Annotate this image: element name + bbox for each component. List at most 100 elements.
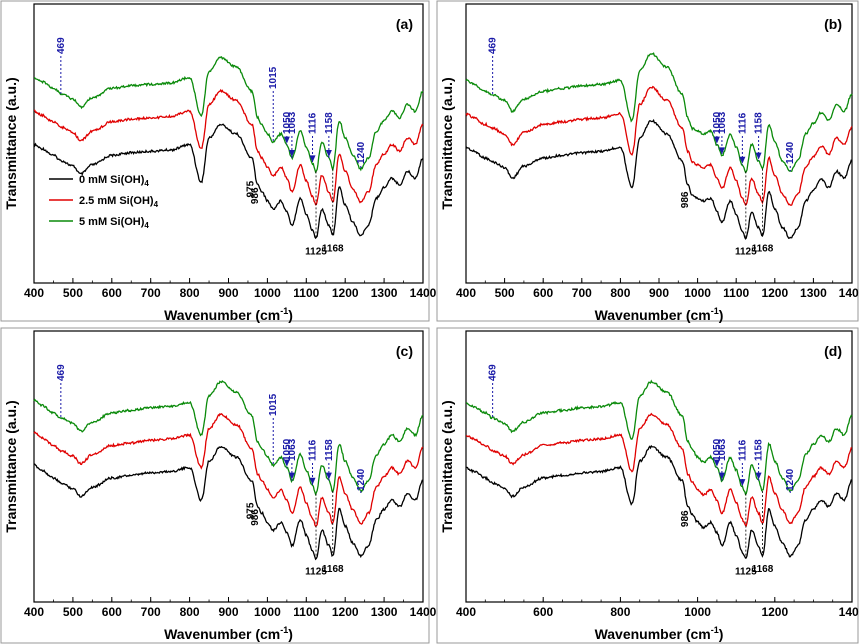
annotation-black-986: 986 [250,509,261,526]
series-line-2 [465,52,853,174]
x-axis-title-close: ) [719,307,724,323]
annotation-black-986: 986 [680,510,691,527]
series-line-0 [465,118,853,240]
annotation-arrow [755,152,762,160]
x-tick-label: 1000 [254,605,281,619]
x-tick-label: 1300 [371,286,398,300]
x-axis-title-main: Wavenumber (cm [595,626,711,642]
x-axis-title: Wavenumber (cm-1) [164,306,293,323]
x-tick-label: 600 [102,605,122,619]
x-tick-label: 1400 [410,605,437,619]
annotation-arrow [309,477,316,485]
x-tick-label: 600 [102,286,122,300]
annotation-blue-1050: 1050 [282,438,293,461]
annotation-arrow [325,150,332,158]
annotation-black-1125: 1125 [735,567,757,578]
annotation-arrow [739,479,746,487]
x-axis-title-close: ) [288,626,293,642]
x-tick-label: 500 [63,605,83,619]
x-axis-title-main: Wavenumber (cm [164,307,280,323]
series-line-1 [33,412,424,528]
x-axis-title-main: Wavenumber (cm [595,307,711,323]
x-axis-title-sup: -1 [711,306,719,316]
annotation-blue-1240: 1240 [785,141,796,164]
x-axis-title-close: ) [719,626,724,642]
annotation-arrow [713,459,720,467]
annotation-arrow [713,136,720,144]
annotation-blue-1063: 1063 [287,438,298,461]
panel-0: 400 500 600 700 800 900 1000 1100 1200 1300 1400 Wa… [0,0,437,323]
x-tick-label: 1000 [254,286,281,300]
x-tick-label: 1000 [684,605,711,619]
annotation-black-1168: 1168 [322,564,344,575]
y-axis-title: Transmittance (a.u.) [439,400,455,532]
annotation-blue-1063: 1063 [717,111,728,134]
annotation-black-975: 975 [246,180,257,197]
y-axis-title: Transmittance (a.u.) [439,77,455,209]
x-tick-label: 700 [141,286,161,300]
annotation-black-1125: 1125 [305,246,327,257]
legend-entry-0: 0 mM Si(OH)4 [79,174,149,188]
annotation-blue-1116: 1116 [737,439,748,461]
annotation-blue-1050: 1050 [282,111,293,134]
annotation-blue-1015: 1015 [268,393,279,416]
legend-entry-1: 2.5 mM Si(OH)4 [79,195,159,209]
annotation-blue-469: 469 [56,37,67,54]
series-line-0 [465,444,853,559]
x-axis-title-main: Wavenumber (cm [164,626,280,642]
x-tick-label: 1300 [371,605,398,619]
annotation-arrow [309,155,316,163]
x-tick-label: 1100 [723,286,749,300]
x-tick-label: 1100 [293,286,319,300]
x-axis-title-sup: -1 [280,625,288,635]
annotation-black-1168: 1168 [752,564,774,575]
annotation-blue-1050: 1050 [712,111,723,134]
annotation-blue-1240: 1240 [356,141,367,164]
panel-1: 400 500 600 700 800 900 1000 1100 1200 1300 1400 Wa… [436,0,859,323]
annotation-blue-1158: 1158 [754,112,765,134]
x-tick-label: 1200 [332,286,359,300]
x-tick-label: 400 [456,286,476,300]
annotation-blue-469: 469 [488,37,499,54]
x-tick-label: 800 [610,605,630,619]
x-tick-label: 1400 [839,286,859,300]
panel-label: (d) [824,343,842,359]
annotation-black-975: 975 [246,502,257,519]
annotation-blue-1158: 1158 [754,439,765,461]
annotation-blue-1116: 1116 [308,439,319,461]
x-tick-label: 400 [24,286,44,300]
annotation-black-1125: 1125 [735,246,757,257]
annotation-blue-1116: 1116 [737,112,748,134]
x-tick-label: 800 [180,286,200,300]
x-tick-label: 900 [218,286,238,300]
legend-name: 2.5 mM Si(OH) [79,195,154,207]
x-tick-label: 900 [649,286,669,300]
panel-2: 400 500 600 700 800 900 1000 1100 1200 1300 1400 Wa… [0,327,437,644]
annotation-black-986: 986 [250,187,261,204]
annotation-arrow [718,147,725,155]
annotation-blue-1158: 1158 [324,439,335,461]
y-axis-title: Transmittance (a.u.) [3,400,19,532]
annotation-arrow [718,472,725,480]
x-tick-label: 1000 [684,286,711,300]
annotation-arrow [288,150,295,158]
x-tick-label: 1100 [293,605,319,619]
panel-border [0,327,430,644]
annotation-arrow [739,156,746,164]
annotation-blue-1050: 1050 [712,438,723,461]
series-line-2 [465,379,853,496]
panel-border [0,0,430,322]
annotation-blue-469: 469 [488,364,499,381]
annotation-black-986: 986 [680,191,691,208]
x-axis-title: Wavenumber (cm-1) [164,625,293,642]
x-axis-title: Wavenumber (cm-1) [595,306,724,323]
series-line-1 [33,88,424,206]
annotation-blue-1158: 1158 [324,112,335,134]
annotation-arrow [288,472,295,480]
panel-3: 400 600 800 1000 1200 1400 Wavenumber (cm-1) Tr… [436,327,859,644]
annotation-blue-1240: 1240 [356,468,367,491]
series-line-2 [33,56,424,174]
x-tick-label: 500 [63,286,83,300]
x-axis-title-close: ) [288,307,293,323]
